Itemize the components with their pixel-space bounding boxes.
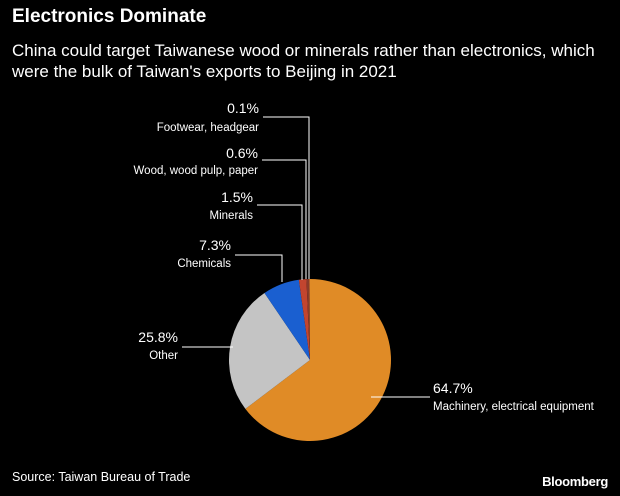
data-label-chemicals: 7.3%	[199, 237, 231, 253]
category-label-wood-wood-pulp-paper: Wood, wood pulp, paper	[134, 165, 259, 177]
leader-line-wood-wood-pulp-paper	[262, 159, 307, 279]
data-label-footwear-headgear: 0.1%	[227, 100, 259, 116]
pie-slice-wood-wood-pulp-paper	[306, 279, 310, 360]
pie-slice-machinery-electrical-equipment	[245, 279, 391, 442]
data-label-wood-wood-pulp-paper: 0.6%	[226, 145, 258, 161]
category-label-other: Other	[149, 350, 178, 362]
chart-subtitle: China could target Taiwanese wood or min…	[12, 41, 595, 81]
pie-slice-chemicals	[264, 279, 310, 360]
data-label-minerals: 1.5%	[221, 189, 253, 205]
leader-line-chemicals	[235, 254, 283, 282]
category-label-footwear-headgear: Footwear, headgear	[157, 122, 259, 134]
leader-line-minerals	[257, 204, 303, 280]
pie-slice-other	[229, 293, 310, 409]
data-label-machinery-electrical-equipment: 64.7%	[433, 380, 473, 396]
leader-line-footwear-headgear	[263, 116, 310, 279]
data-label-other: 25.8%	[138, 329, 178, 345]
category-label-chemicals: Chemicals	[177, 258, 231, 270]
category-label-minerals: Minerals	[210, 210, 254, 222]
category-label-machinery-electrical-equipment: Machinery, electrical equipment	[433, 401, 595, 413]
pie-slice-footwear-headgear	[309, 279, 310, 360]
source-note: Source: Taiwan Bureau of Trade	[12, 470, 191, 484]
brand-logo: Bloomberg	[542, 474, 608, 489]
pie-slice-minerals	[298, 279, 310, 360]
chart-title: Electronics Dominate	[12, 6, 207, 27]
